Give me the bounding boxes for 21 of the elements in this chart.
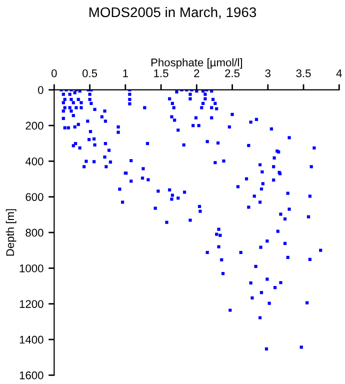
x-tick-label: 2.5 xyxy=(225,69,240,78)
y-axis-title: Depth [m] xyxy=(6,209,16,256)
x-tick-label: 3 xyxy=(265,69,270,78)
y-tick-label: 400 xyxy=(25,157,44,166)
y-tick-label: 600 xyxy=(26,193,44,201)
y-tick-label: 0 xyxy=(38,86,44,94)
x-tick-label: 3.5 xyxy=(296,69,311,78)
y-tick-label: 1600 xyxy=(20,371,44,380)
x-tick-label: 2 xyxy=(194,69,200,78)
x-tick-label: 0.5 xyxy=(82,69,98,78)
y-tick-label: 800 xyxy=(26,228,44,237)
y-tick-label: 1400 xyxy=(20,336,44,344)
y-tick-label: 200 xyxy=(26,122,44,130)
x-tick-label: 1 xyxy=(123,69,128,78)
x-axis-title: Phosphate [µmol/l] xyxy=(151,58,242,69)
y-tick-label: 1000 xyxy=(20,264,44,272)
x-tick-label: 0 xyxy=(52,69,57,78)
chart-title: MODS2005 in March, 1963 xyxy=(90,6,256,19)
y-tick-label: 1200 xyxy=(20,300,44,308)
x-tick-label: 1.5 xyxy=(154,69,168,78)
x-tick-label: 4 xyxy=(336,69,342,78)
